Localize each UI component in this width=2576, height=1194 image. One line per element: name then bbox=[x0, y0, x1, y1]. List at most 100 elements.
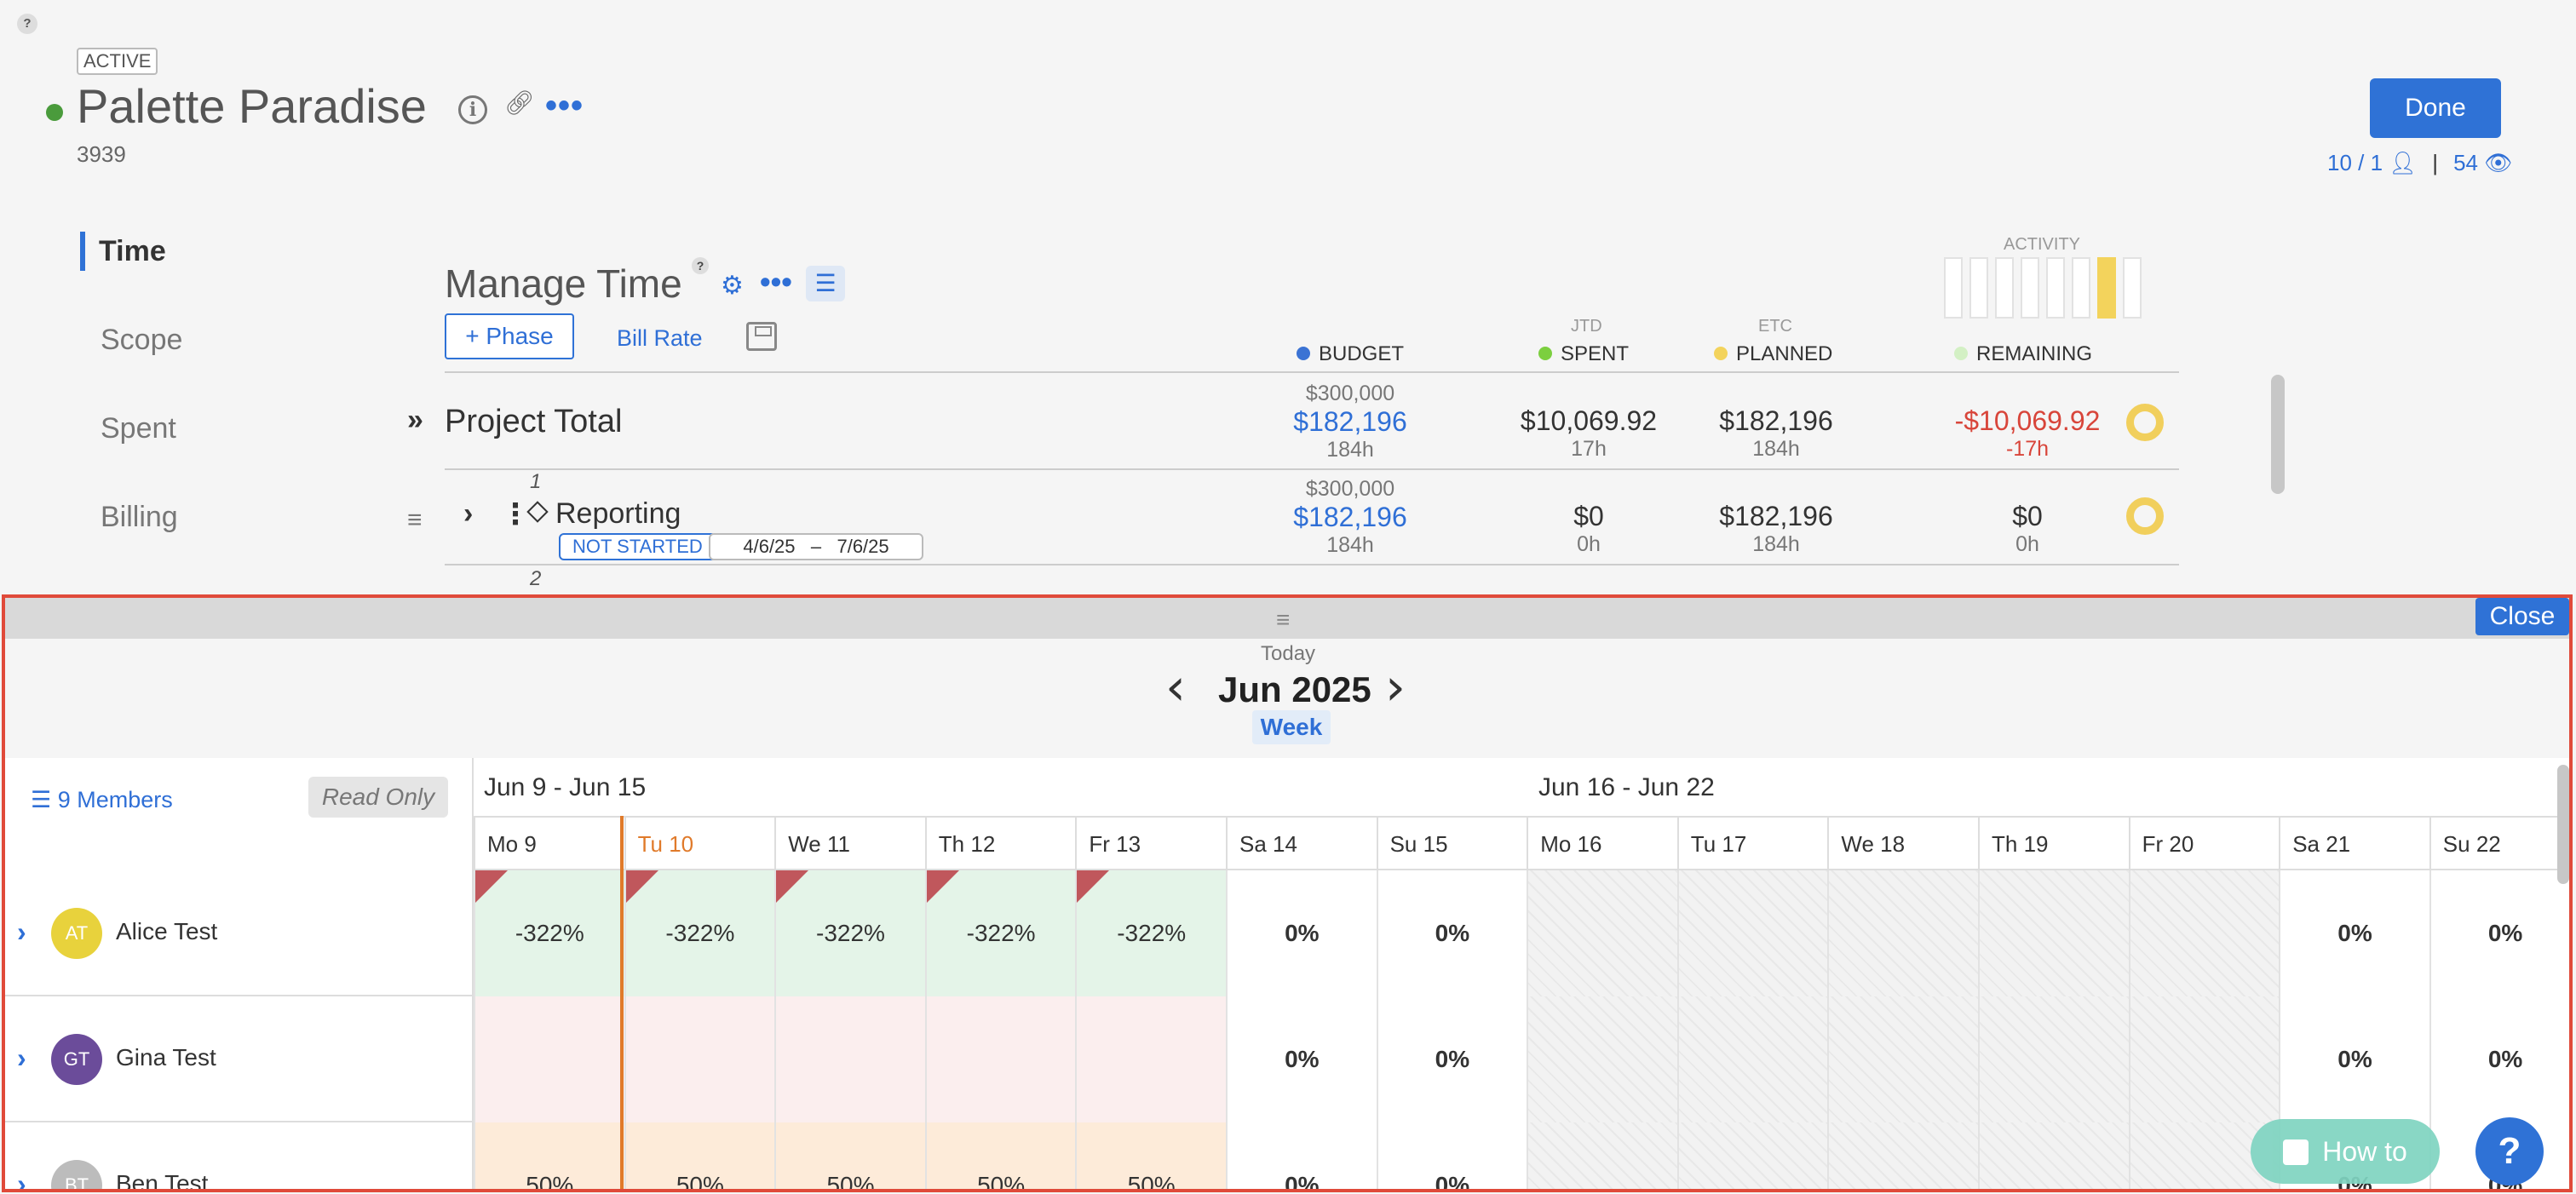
drag-handle-icon[interactable]: ≡ bbox=[1276, 606, 1291, 633]
filter-icon[interactable]: ☰ bbox=[806, 266, 845, 301]
more-options-icon[interactable]: ••• bbox=[760, 264, 792, 299]
workload-cell[interactable] bbox=[1676, 1122, 1828, 1189]
phase-date-range[interactable]: 4/6/25 – 7/6/25 bbox=[709, 533, 923, 560]
chevron-right-icon[interactable]: › bbox=[463, 497, 474, 530]
workload-cell[interactable]: 0% bbox=[2279, 996, 2429, 1122]
workload-cell[interactable]: -322% bbox=[1075, 870, 1226, 996]
planned-hours: 184h bbox=[1752, 532, 1800, 556]
member-name[interactable]: Ben Test bbox=[116, 1170, 209, 1192]
workload-cell[interactable] bbox=[1827, 870, 1978, 996]
workload-cell[interactable] bbox=[1527, 1122, 1677, 1189]
add-phase-button[interactable]: + Phase bbox=[445, 313, 574, 359]
more-options-icon[interactable]: ••• bbox=[545, 87, 584, 124]
workload-cell[interactable]: -322% bbox=[474, 870, 624, 996]
workload-cell[interactable] bbox=[1075, 996, 1226, 1122]
view-toggle-week[interactable]: Week bbox=[1252, 710, 1331, 744]
workload-cell[interactable] bbox=[474, 996, 624, 1122]
today-marker bbox=[620, 816, 624, 1189]
member-row: › GT Gina Test 0% 0% 0% 0% bbox=[5, 996, 2569, 1122]
workload-cell[interactable] bbox=[1827, 996, 1978, 1122]
workload-cell[interactable]: 0% bbox=[2279, 870, 2429, 996]
help-icon[interactable]: ? bbox=[17, 14, 37, 34]
workload-cell[interactable] bbox=[1827, 1122, 1978, 1189]
workload-value: -322% bbox=[515, 920, 584, 946]
scrollbar[interactable] bbox=[2557, 765, 2569, 884]
list-icon: ☰ bbox=[31, 787, 58, 812]
info-icon[interactable]: i bbox=[458, 95, 487, 124]
workload-cell[interactable] bbox=[924, 996, 1076, 1122]
workload-cell[interactable] bbox=[1978, 1122, 2129, 1189]
today-button[interactable]: Today bbox=[1261, 642, 1316, 665]
phase-name[interactable]: Reporting bbox=[555, 497, 681, 530]
workload-cell[interactable] bbox=[2128, 996, 2280, 1122]
workload-cell[interactable]: 0% bbox=[1226, 996, 1377, 1122]
avatar: GT bbox=[51, 1034, 102, 1085]
workload-cell[interactable]: 0% bbox=[1226, 870, 1377, 996]
workload-cell[interactable]: 0% bbox=[1376, 1122, 1527, 1189]
help-icon[interactable]: ? bbox=[692, 257, 709, 274]
expand-all-icon[interactable]: » bbox=[407, 404, 423, 436]
panel-resize-bar[interactable] bbox=[5, 598, 2569, 639]
scrollbar[interactable] bbox=[2271, 375, 2285, 494]
drag-handle-icon[interactable]: ≡ bbox=[407, 506, 423, 534]
help-button[interactable]: ? bbox=[2475, 1117, 2544, 1185]
workload-cell[interactable]: 0% bbox=[1376, 996, 1527, 1122]
workload-value: -322% bbox=[816, 920, 885, 946]
workload-cell[interactable]: 50% bbox=[774, 1122, 925, 1189]
nav-item-time[interactable]: Time bbox=[99, 235, 166, 267]
chevron-left-icon[interactable]: ‹ bbox=[1165, 657, 1186, 717]
members-toggle[interactable]: ☰ 9 Members bbox=[31, 787, 173, 812]
workload-cell[interactable]: 0% bbox=[2429, 996, 2569, 1122]
workload-value: 0% bbox=[2337, 1046, 2372, 1072]
workload-cell[interactable] bbox=[624, 996, 775, 1122]
remaining-value: $0 bbox=[2012, 501, 2043, 531]
nav-item-billing[interactable]: Billing bbox=[101, 501, 178, 533]
reporting-spent: $0 0h bbox=[1499, 501, 1678, 557]
workload-cell[interactable]: -322% bbox=[774, 870, 925, 996]
chevron-right-icon[interactable]: › bbox=[17, 916, 26, 947]
workload-cell[interactable] bbox=[2128, 870, 2280, 996]
workload-cell[interactable]: 0% bbox=[2429, 870, 2569, 996]
member-name[interactable]: Gina Test bbox=[116, 1044, 216, 1071]
project-counts[interactable]: 10 / 1 👤︎ | 54 👁︎ bbox=[2327, 150, 2513, 175]
nav-item-scope[interactable]: Scope bbox=[101, 324, 183, 356]
members-count[interactable]: 10 / 1 bbox=[2327, 150, 2383, 175]
link-icon[interactable]: 🔗︎ bbox=[504, 89, 535, 116]
workload-cell[interactable]: 0% bbox=[1376, 870, 1527, 996]
gear-icon[interactable]: ⚙︎ bbox=[721, 272, 744, 300]
chevron-right-icon[interactable]: › bbox=[1385, 657, 1406, 717]
phase-status-badge[interactable]: NOT STARTED bbox=[559, 533, 716, 560]
chevron-right-icon[interactable]: › bbox=[17, 1168, 26, 1192]
workload-cell[interactable] bbox=[1527, 996, 1677, 1122]
workload-cell[interactable] bbox=[1527, 870, 1677, 996]
activity-bar bbox=[1969, 257, 1988, 319]
workload-cell[interactable] bbox=[1978, 870, 2129, 996]
save-icon[interactable] bbox=[746, 322, 777, 351]
workload-cell[interactable] bbox=[1676, 870, 1828, 996]
member-name[interactable]: Alice Test bbox=[116, 918, 218, 944]
spent-header: SPENT bbox=[1538, 342, 1629, 366]
workload-cell[interactable] bbox=[1978, 996, 2129, 1122]
done-button[interactable]: Done bbox=[2370, 78, 2501, 138]
workload-cell[interactable] bbox=[1676, 996, 1828, 1122]
chevron-right-icon[interactable]: › bbox=[17, 1042, 26, 1073]
close-button[interactable]: Close bbox=[2475, 598, 2569, 635]
workload-cell[interactable]: 50% bbox=[1075, 1122, 1226, 1189]
workload-cell[interactable]: 0% bbox=[1226, 1122, 1377, 1189]
workload-cell[interactable]: -322% bbox=[624, 870, 775, 996]
planned-dot-icon bbox=[1714, 347, 1728, 360]
views-count[interactable]: 54 bbox=[2453, 150, 2478, 175]
vertical-dots-icon[interactable]: ⋮ bbox=[501, 498, 530, 531]
nav-item-spent[interactable]: Spent bbox=[101, 412, 176, 445]
how-to-button[interactable]: How to bbox=[2251, 1119, 2440, 1184]
workload-cell[interactable]: 50% bbox=[474, 1122, 624, 1189]
workload-cell[interactable] bbox=[774, 996, 925, 1122]
workload-cell[interactable]: -322% bbox=[924, 870, 1076, 996]
budget-value[interactable]: $182,196 bbox=[1293, 406, 1407, 437]
workload-cell[interactable]: 50% bbox=[624, 1122, 775, 1189]
budget-value[interactable]: $182,196 bbox=[1293, 502, 1407, 532]
workload-cell[interactable]: 50% bbox=[924, 1122, 1076, 1189]
remaining-dot-icon bbox=[1954, 347, 1968, 360]
bill-rate-link[interactable]: Bill Rate bbox=[617, 325, 703, 351]
